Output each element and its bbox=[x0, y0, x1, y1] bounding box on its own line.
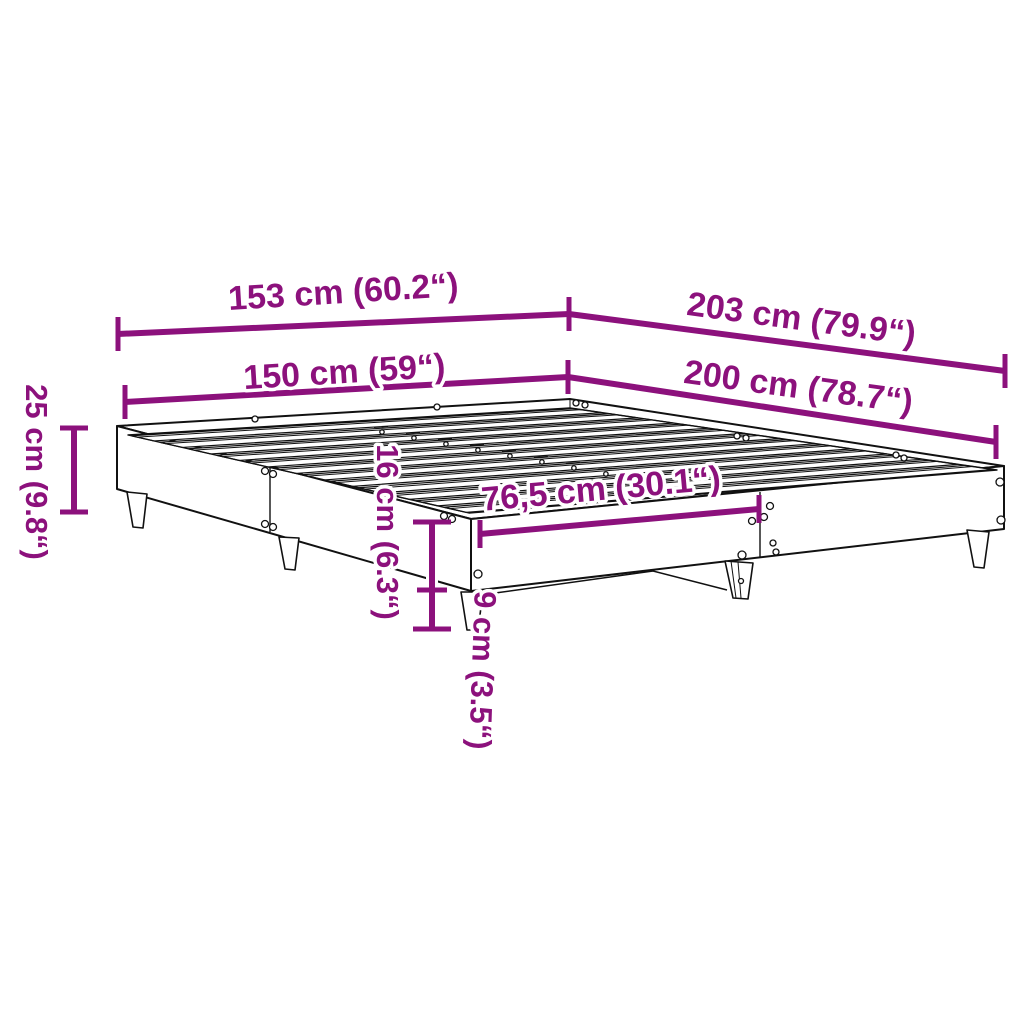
leg bbox=[966, 529, 990, 569]
center-rail-screw bbox=[603, 471, 609, 477]
screw-hole bbox=[737, 577, 745, 585]
slat-edge bbox=[392, 455, 902, 497]
dimension-line-total-height bbox=[60, 425, 88, 515]
screw-holes bbox=[251, 399, 1006, 585]
screw-hole bbox=[996, 515, 1006, 525]
screw-hole bbox=[747, 516, 757, 526]
screw-hole bbox=[765, 501, 775, 511]
screw-hole bbox=[900, 454, 908, 462]
screw-hole bbox=[260, 466, 270, 476]
slat-edge bbox=[364, 450, 867, 490]
screw-hole bbox=[769, 539, 777, 547]
bed-frame-drawing bbox=[116, 398, 1006, 631]
screw-hole bbox=[742, 434, 750, 442]
label-rail-height: 16 cm (6.3“) bbox=[370, 444, 405, 620]
label-mattress-width: 150 cm (59“) bbox=[242, 347, 446, 397]
slat-edge bbox=[165, 414, 618, 445]
dimension-line-half-width bbox=[477, 495, 762, 548]
label-ground-clearance: 9 cm (3.5“) bbox=[462, 591, 503, 751]
dimension-lines bbox=[60, 297, 1008, 632]
screw-hole bbox=[581, 401, 589, 409]
screw-hole bbox=[268, 469, 278, 479]
screw-hole bbox=[572, 399, 580, 407]
center-rail-marks bbox=[373, 425, 644, 483]
center-rail-screw bbox=[635, 477, 641, 483]
slat-edge bbox=[279, 434, 760, 471]
screw-hole bbox=[251, 415, 259, 423]
screw-hole bbox=[772, 548, 780, 556]
screw-hole bbox=[892, 451, 900, 459]
slat-edge bbox=[137, 409, 582, 438]
slat-edge bbox=[421, 460, 938, 503]
screw-hole bbox=[733, 432, 741, 440]
dimension-line-rail-height-and-clearance bbox=[413, 519, 451, 632]
leg bbox=[126, 491, 148, 529]
label-frame-width: 153 cm (60.2“) bbox=[227, 266, 459, 318]
screw-hole bbox=[473, 569, 483, 579]
leg bbox=[460, 591, 484, 631]
slat-edge bbox=[449, 465, 973, 510]
bed-top-inner-rim bbox=[127, 407, 998, 514]
support-brace bbox=[487, 570, 728, 595]
slat-edge bbox=[336, 445, 831, 484]
dimension-line-mattress-length bbox=[567, 374, 999, 459]
screw-hole bbox=[759, 512, 769, 522]
screw-hole bbox=[268, 522, 278, 532]
label-total-height: 25 cm (9.8“) bbox=[19, 384, 54, 560]
center-rail-screw bbox=[539, 459, 545, 465]
leg bbox=[278, 536, 300, 571]
screw-hole bbox=[439, 511, 449, 521]
center-rail-screw bbox=[411, 435, 417, 441]
center-rail-screw bbox=[475, 447, 481, 453]
dimension-line-frame-length bbox=[568, 311, 1008, 388]
center-rail-screw bbox=[571, 465, 577, 471]
slat-edge bbox=[193, 419, 653, 451]
screw-hole bbox=[995, 477, 1005, 487]
slat-edge bbox=[307, 440, 795, 477]
screw-hole bbox=[433, 403, 441, 411]
slat-edge bbox=[222, 424, 689, 458]
slat-edge bbox=[250, 429, 724, 464]
bed-legs bbox=[126, 491, 990, 631]
center-rail-screw bbox=[443, 441, 449, 447]
screw-hole bbox=[260, 519, 270, 529]
center-rail-screw bbox=[507, 453, 513, 459]
screw-hole bbox=[737, 550, 747, 560]
bed-slats bbox=[131, 408, 994, 514]
center-rail-screw bbox=[379, 429, 385, 435]
